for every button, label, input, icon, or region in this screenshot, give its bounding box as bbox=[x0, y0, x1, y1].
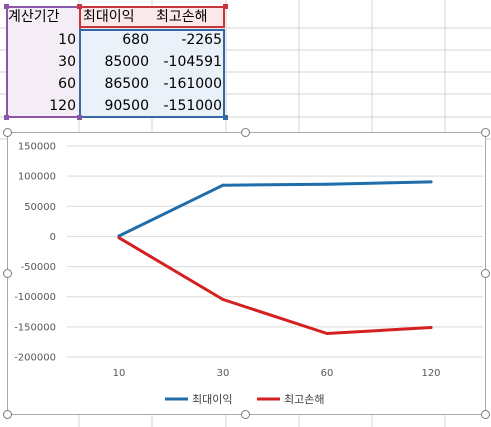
table-cell[interactable]: -2265 bbox=[181, 32, 222, 48]
header-handle-top-left[interactable] bbox=[77, 4, 82, 9]
chart-resize-handle[interactable] bbox=[241, 128, 250, 137]
range-handle-bottom-left[interactable] bbox=[4, 115, 9, 120]
y-tick-label: 150000 bbox=[18, 142, 56, 153]
chart-resize-handle[interactable] bbox=[481, 269, 490, 278]
selected-range-header bbox=[79, 6, 225, 28]
chart-resize-handle[interactable] bbox=[241, 410, 250, 419]
table-cell[interactable]: 680 bbox=[122, 32, 149, 48]
values-handle-bottom-right[interactable] bbox=[223, 115, 228, 120]
data-point bbox=[429, 325, 433, 329]
header-handle-top-right[interactable] bbox=[223, 4, 228, 9]
line-chart[interactable]: 150000 100000 50000 0 -50000 -100000 -150000 -2… bbox=[7, 132, 486, 415]
legend-label-max-loss: 최고손해 bbox=[284, 392, 324, 406]
data-point bbox=[221, 297, 225, 301]
y-tick-label: 0 bbox=[50, 232, 56, 243]
table-cell[interactable]: -161000 bbox=[163, 76, 223, 92]
table-cell[interactable]: 86500 bbox=[104, 76, 149, 92]
range-handle-top-left[interactable] bbox=[4, 4, 9, 9]
table-cell[interactable]: -104591 bbox=[163, 54, 223, 70]
x-tick-label: 10 bbox=[113, 368, 126, 379]
data-point bbox=[325, 182, 329, 186]
x-tick-label: 120 bbox=[421, 368, 440, 379]
header-cell-period[interactable]: 계산기간 bbox=[8, 9, 60, 25]
chart-resize-handle[interactable] bbox=[481, 128, 490, 137]
series-line-max-profit[interactable] bbox=[117, 180, 433, 238]
table-cell[interactable]: -151000 bbox=[163, 98, 223, 114]
y-tick-label: -150000 bbox=[14, 322, 56, 333]
table-cell[interactable]: 30 bbox=[58, 54, 76, 70]
y-tick-label: -50000 bbox=[21, 262, 56, 273]
chart-resize-handle[interactable] bbox=[3, 128, 12, 137]
y-tick-label: -100000 bbox=[14, 292, 56, 303]
selected-range-period bbox=[6, 6, 81, 118]
header-cell-max-profit[interactable]: 최대이익 bbox=[83, 9, 135, 25]
data-point bbox=[429, 180, 433, 184]
chart-resize-handle[interactable] bbox=[3, 269, 12, 278]
y-tick-label: 100000 bbox=[18, 172, 56, 183]
chart-canvas: 150000 100000 50000 0 -50000 -100000 -150000 -2… bbox=[14, 142, 483, 406]
y-tick-label: -200000 bbox=[14, 353, 56, 364]
y-tick-label: 50000 bbox=[24, 202, 56, 213]
series-line-max-loss[interactable] bbox=[117, 236, 433, 335]
table-cell[interactable]: 10 bbox=[58, 32, 76, 48]
data-point bbox=[117, 236, 121, 240]
table-cell[interactable]: 60 bbox=[58, 76, 76, 92]
x-tick-label: 60 bbox=[321, 368, 334, 379]
chart-resize-handle[interactable] bbox=[3, 410, 12, 419]
table-cell[interactable]: 85000 bbox=[104, 54, 149, 70]
legend-label-max-profit: 최대이익 bbox=[192, 393, 232, 406]
range-handle-bottom-right[interactable] bbox=[77, 115, 82, 120]
selected-range-values bbox=[79, 29, 225, 118]
table-cell[interactable]: 90500 bbox=[104, 98, 149, 114]
chart-resize-handle[interactable] bbox=[481, 410, 490, 419]
data-point bbox=[221, 183, 225, 187]
table-cell[interactable]: 120 bbox=[49, 98, 76, 114]
x-tick-label: 30 bbox=[217, 368, 230, 379]
data-point bbox=[325, 331, 329, 335]
header-cell-max-loss[interactable]: 최고손해 bbox=[156, 9, 208, 25]
